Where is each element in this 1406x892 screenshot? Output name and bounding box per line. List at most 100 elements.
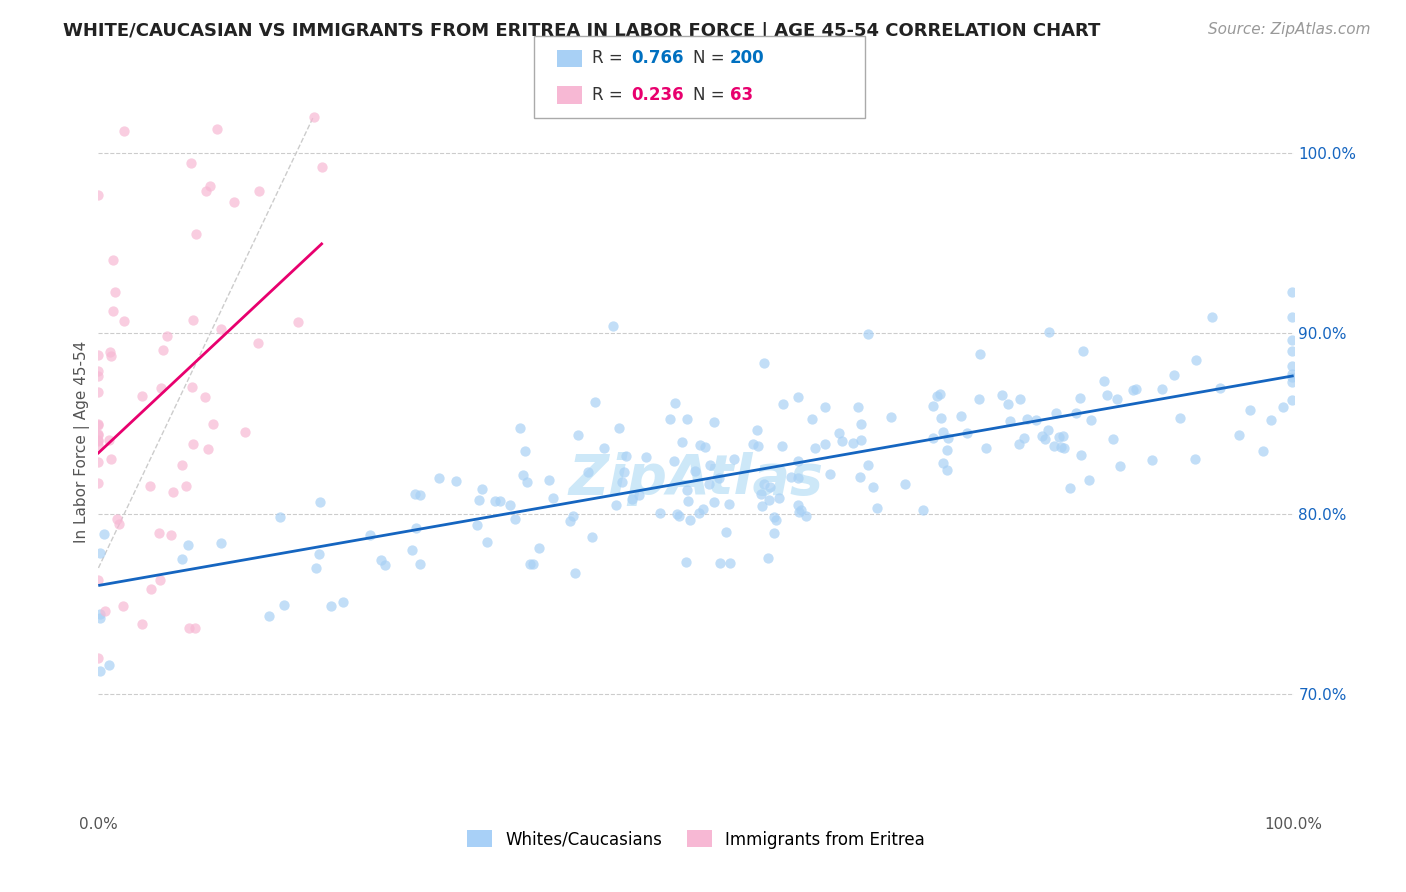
Point: [561, 509, 583, 524]
Text: WHITE/CAUCASIAN VS IMMIGRANTS FROM ERITREA IN LABOR FORCE | AGE 45-54 CORRELATIO: WHITE/CAUCASIAN VS IMMIGRANTS FROM ERITR…: [63, 22, 1101, 40]
Point: [862, 480, 884, 494]
Point: [112, 599, 135, 613]
Point: [1184, 451, 1206, 466]
Point: [194, 390, 217, 404]
Legend: Whites/Caucasians, Immigrants from Eritrea: Whites/Caucasians, Immigrants from Eritr…: [460, 823, 932, 855]
Point: [87, 364, 110, 378]
Point: [105, 512, 128, 526]
Point: [1281, 392, 1303, 407]
Point: [814, 400, 837, 414]
Point: [929, 387, 952, 401]
Point: [703, 415, 725, 429]
Point: [659, 412, 682, 426]
Point: [949, 409, 972, 424]
Point: [156, 328, 179, 343]
Point: [831, 434, 853, 448]
Point: [749, 487, 772, 501]
Point: [1107, 392, 1129, 407]
Point: [181, 380, 204, 394]
Point: [1043, 439, 1066, 453]
Point: [1281, 375, 1303, 389]
Point: [880, 410, 903, 425]
Point: [89, 664, 111, 678]
Point: [770, 439, 793, 453]
Point: [112, 124, 135, 138]
Point: [409, 557, 432, 571]
Point: [401, 542, 423, 557]
Point: [564, 566, 586, 581]
Point: [665, 507, 688, 521]
Point: [103, 304, 125, 318]
Point: [319, 599, 342, 613]
Point: [246, 335, 269, 350]
Point: [172, 552, 194, 566]
Point: [763, 525, 786, 540]
Point: [723, 452, 745, 467]
Point: [936, 431, 959, 445]
Point: [614, 449, 637, 463]
Point: [709, 556, 731, 570]
Point: [1208, 381, 1230, 395]
Point: [751, 499, 773, 513]
Point: [1125, 382, 1147, 396]
Point: [181, 437, 204, 451]
Point: [893, 476, 915, 491]
Point: [139, 479, 162, 493]
Point: [139, 582, 162, 596]
Point: [273, 598, 295, 612]
Point: [505, 512, 527, 526]
Point: [695, 440, 717, 454]
Point: [787, 471, 810, 485]
Point: [849, 470, 872, 484]
Point: [224, 195, 246, 210]
Point: [969, 347, 991, 361]
Text: Source: ZipAtlas.com: Source: ZipAtlas.com: [1208, 22, 1371, 37]
Point: [87, 433, 110, 447]
Point: [247, 184, 270, 198]
Point: [1281, 344, 1303, 359]
Point: [664, 396, 686, 410]
Point: [581, 530, 603, 544]
Point: [922, 431, 945, 445]
Point: [754, 356, 776, 370]
Point: [89, 611, 111, 625]
Point: [177, 538, 200, 552]
Point: [1239, 403, 1261, 417]
Point: [1015, 411, 1038, 425]
Point: [668, 508, 690, 523]
Point: [1102, 432, 1125, 446]
Point: [183, 621, 205, 635]
Point: [515, 443, 537, 458]
Point: [718, 557, 741, 571]
Point: [1201, 310, 1223, 324]
Point: [689, 438, 711, 452]
Point: [93, 527, 115, 541]
Point: [311, 160, 333, 174]
Point: [692, 501, 714, 516]
Point: [1281, 359, 1303, 374]
Point: [1031, 429, 1053, 443]
Point: [747, 439, 769, 453]
Point: [302, 110, 325, 124]
Point: [152, 343, 174, 358]
Point: [1150, 383, 1173, 397]
Point: [1052, 429, 1074, 443]
Point: [676, 483, 699, 497]
Point: [233, 425, 256, 440]
Point: [197, 442, 219, 456]
Point: [359, 528, 381, 542]
Point: [922, 399, 945, 413]
Point: [370, 553, 392, 567]
Point: [131, 617, 153, 632]
Point: [471, 482, 494, 496]
Point: [209, 321, 232, 335]
Point: [374, 558, 396, 572]
Point: [974, 441, 997, 455]
Point: [787, 453, 810, 467]
Point: [404, 486, 426, 500]
Point: [1045, 406, 1067, 420]
Point: [198, 178, 221, 193]
Text: 0.236: 0.236: [631, 86, 683, 104]
Point: [87, 455, 110, 469]
Text: N =: N =: [693, 86, 730, 104]
